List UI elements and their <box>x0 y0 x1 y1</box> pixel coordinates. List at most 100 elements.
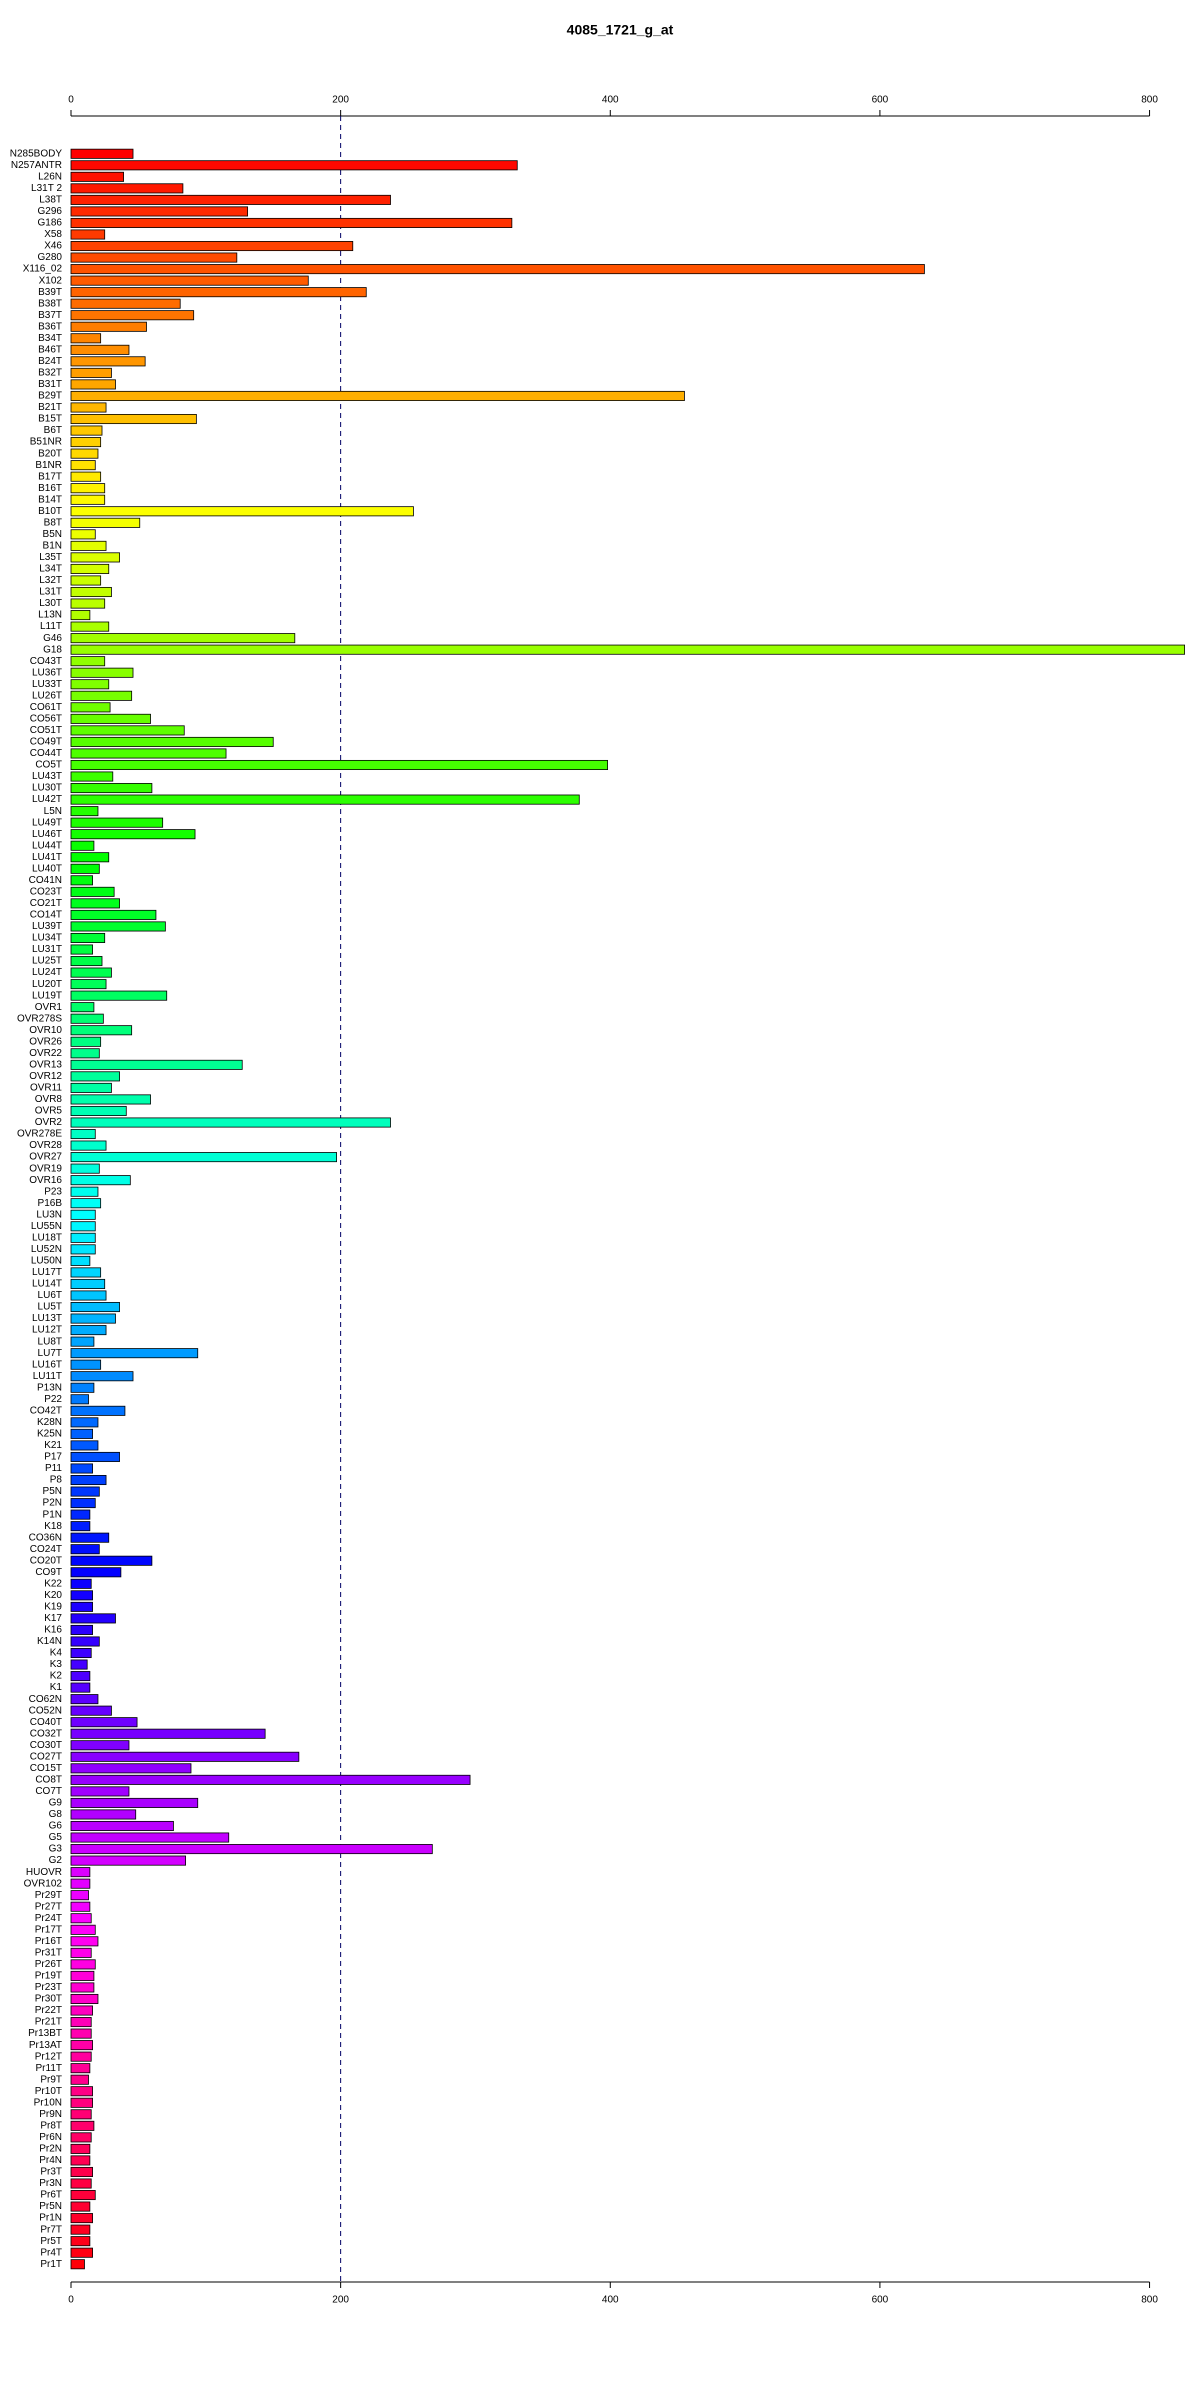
bar <box>70 1740 130 1751</box>
bar <box>70 356 146 367</box>
x-tick-label: 200 <box>332 2295 349 2306</box>
bar <box>70 829 196 840</box>
bar <box>70 679 110 690</box>
bar <box>70 956 103 967</box>
x-tick-label: 400 <box>602 95 619 106</box>
y-tick-label: CO44T <box>30 748 62 759</box>
y-tick-label: CO43T <box>30 656 62 667</box>
bar <box>70 287 367 298</box>
bar <box>70 206 249 217</box>
y-tick-label: Pr4N <box>39 2155 62 2166</box>
bar <box>70 241 354 252</box>
y-tick-label: K25N <box>37 1429 62 1440</box>
y-tick-label: L34T <box>39 564 62 575</box>
bar <box>70 1359 102 1370</box>
bar <box>70 1267 102 1278</box>
y-tick-label: LU14T <box>32 1279 62 1290</box>
y-tick-label: OVR278E <box>17 1129 62 1140</box>
y-tick-label: B36T <box>38 321 62 332</box>
y-tick-label: P13N <box>37 1382 62 1393</box>
y-tick-label: Pr3N <box>39 2178 62 2189</box>
bar <box>70 1797 199 1808</box>
y-tick-label: B29T <box>38 391 62 402</box>
bar <box>70 414 197 425</box>
y-tick-label: Pr23T <box>35 1982 62 1993</box>
y-tick-label: G3 <box>49 1844 63 1855</box>
bar <box>70 898 120 909</box>
bar <box>70 1982 95 1993</box>
bar <box>70 1890 89 1901</box>
y-tick-label: Pr6T <box>40 2190 62 2201</box>
bar <box>70 1371 134 1382</box>
y-tick-label: K16 <box>44 1625 62 1636</box>
bar <box>70 1048 100 1059</box>
y-tick-label: CO23T <box>30 886 62 897</box>
y-tick-label: CO40T <box>30 1717 62 1728</box>
y-tick-label: X58 <box>44 229 62 240</box>
x-tick-label: 0 <box>68 2295 74 2306</box>
y-tick-label: B20T <box>38 448 62 459</box>
bar <box>70 344 130 355</box>
bar <box>70 1255 91 1266</box>
y-tick-label: CO8T <box>35 1775 62 1786</box>
y-tick-label: CO56T <box>30 714 62 725</box>
bar <box>70 529 96 540</box>
bar <box>70 1820 174 1832</box>
y-tick-label: G18 <box>43 644 62 655</box>
y-tick-label: B5N <box>43 529 62 540</box>
bar <box>70 1624 93 1635</box>
y-tick-label: N257ANTR <box>11 160 62 171</box>
bar <box>70 183 184 194</box>
bar <box>70 1475 107 1486</box>
bar <box>70 817 164 828</box>
y-tick-label: B16T <box>38 483 62 494</box>
bar <box>70 1451 120 1462</box>
bar <box>70 2005 93 2016</box>
bar <box>70 2109 92 2120</box>
bar <box>70 321 147 332</box>
bar <box>70 667 134 678</box>
y-tick-label: Pr31T <box>35 1947 62 1958</box>
bar <box>70 540 107 551</box>
bar <box>70 2155 91 2166</box>
y-tick-label: LU6T <box>38 1290 62 1301</box>
bar <box>70 806 99 817</box>
bar <box>70 1509 91 1520</box>
y-tick-label: LU31T <box>32 944 62 955</box>
y-tick-label: Pr1T <box>40 2259 62 2270</box>
y-tick-label: K1 <box>50 1682 63 1693</box>
y-tick-label: LU3N <box>36 1209 62 1220</box>
y-tick-label: K2 <box>50 1671 63 1682</box>
bar <box>70 494 106 505</box>
y-tick-label: LU41T <box>32 852 62 863</box>
chart-title: 4085_1721_g_at <box>567 22 674 38</box>
y-tick-label: Pr26T <box>35 1959 62 1970</box>
y-tick-label: OVR26 <box>29 1036 62 1047</box>
y-tick-label: LU36T <box>32 667 62 678</box>
bar <box>70 736 274 747</box>
bar <box>70 840 95 851</box>
bar <box>70 633 296 644</box>
y-tick-label: K21 <box>44 1440 62 1451</box>
y-tick-label: B15T <box>38 414 62 425</box>
bar <box>70 1163 100 1174</box>
bar <box>70 437 102 448</box>
bar <box>70 1394 89 1405</box>
y-tick-label: LU19T <box>32 990 62 1001</box>
y-tick-label: K17 <box>44 1613 62 1624</box>
y-tick-label: LU25T <box>32 956 62 967</box>
bar <box>70 1221 96 1232</box>
bar <box>70 2224 91 2235</box>
bar <box>70 1774 471 1785</box>
y-tick-label: P1N <box>43 1509 62 1520</box>
y-tick-label: B1NR <box>35 460 62 471</box>
bar <box>70 483 106 494</box>
y-tick-label: CO21T <box>30 898 62 909</box>
bar <box>70 217 513 228</box>
bar <box>70 1567 122 1578</box>
bar <box>70 1717 138 1728</box>
y-tick-label: OVR2 <box>35 1117 63 1128</box>
bar <box>70 2040 93 2051</box>
y-tick-label: B46T <box>38 344 62 355</box>
bar <box>70 967 112 978</box>
